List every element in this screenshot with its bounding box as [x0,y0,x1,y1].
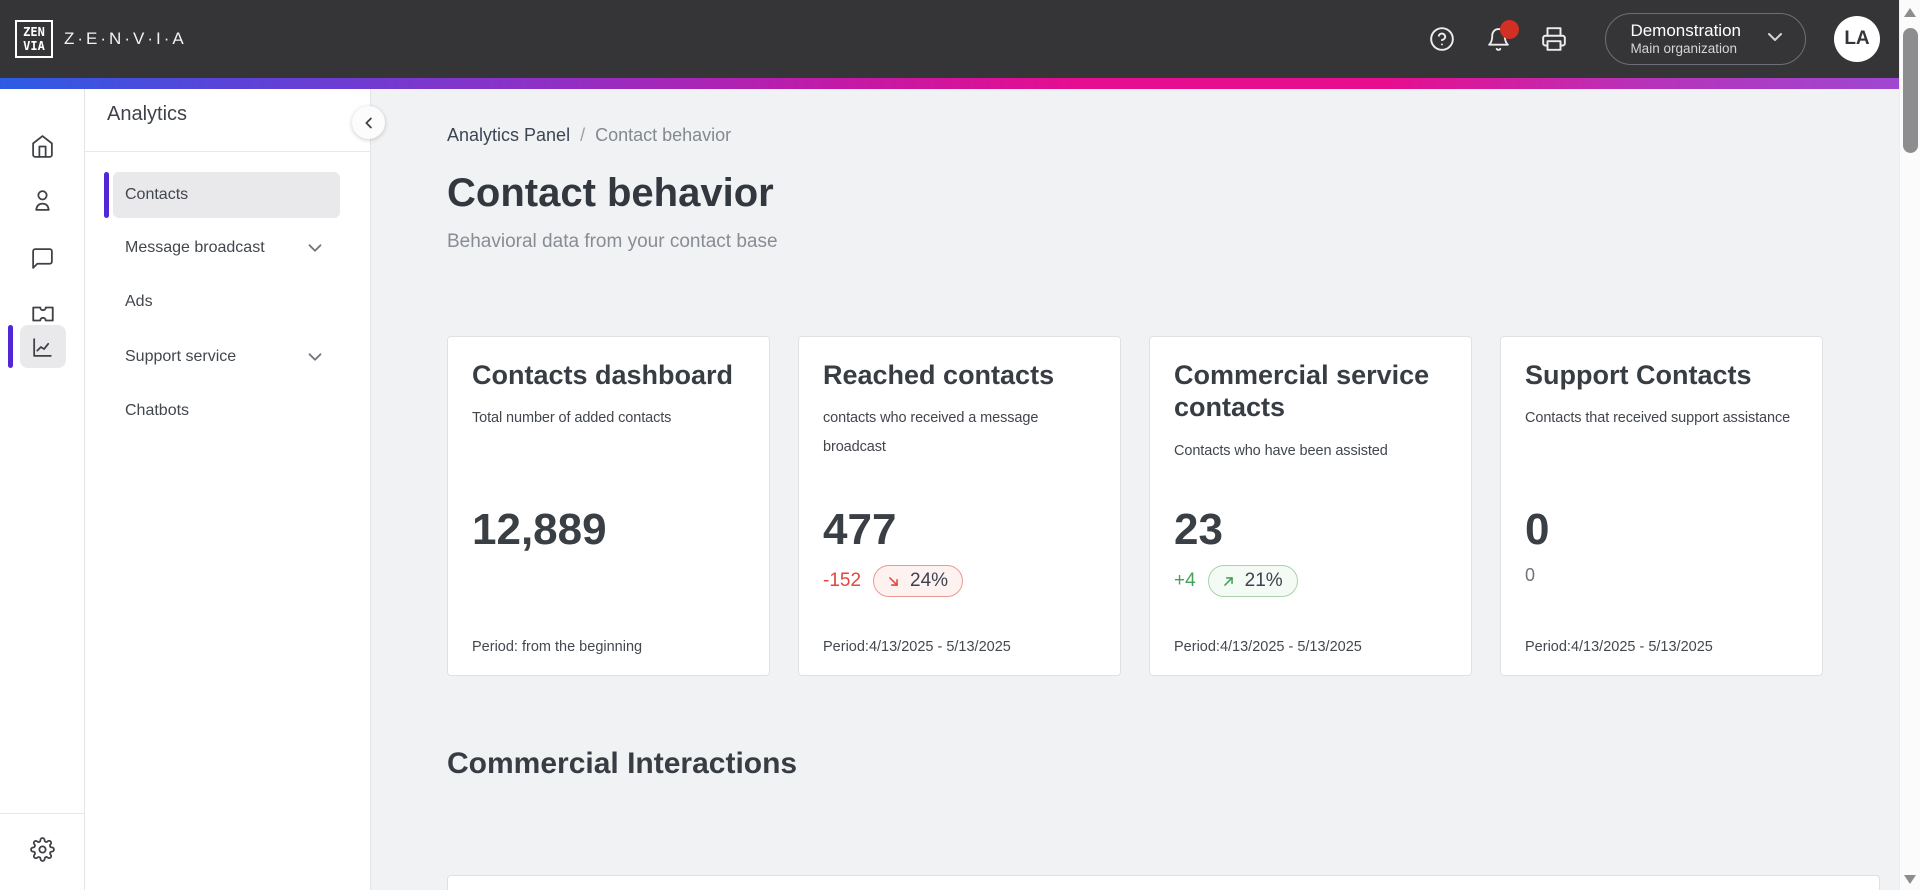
card-title: Support Contacts [1525,360,1752,390]
chevron-down-icon [304,237,326,259]
card-value: 23 [1174,505,1223,554]
conversations-icon [30,246,55,271]
card-support-contacts: Support Contacts Contacts that received … [1500,336,1823,676]
trend-down-icon [885,573,902,590]
print-icon[interactable] [1541,26,1567,52]
card-period: Period:4/13/2025 - 5/13/2025 [823,639,1011,655]
card-title: Commercial service contacts [1174,360,1430,423]
organization-selector[interactable]: Demonstration Main organization [1605,13,1806,65]
rail-item-contacts[interactable] [0,177,85,223]
sidebar-item-support-service[interactable]: Support service [113,334,340,380]
rail-item-analytics[interactable] [0,324,85,370]
breadcrumb-separator: / [580,125,586,145]
card-trend-row: +4 21% [1174,565,1298,597]
sidebar-item-label: Support service [125,348,237,365]
home-icon [30,134,55,159]
contacts-icon [30,188,55,213]
card-trend-row: 0 [1525,565,1535,586]
trend-up-icon [1220,573,1237,590]
zenvia-logo-text: Z·E·N·V·I·A [64,29,187,48]
sidebar-item-label: Contacts [125,186,189,203]
scrollbar-down-arrow[interactable] [1904,875,1916,884]
trend-badge: 21% [1207,565,1298,597]
active-rail-indicator [8,325,13,368]
breadcrumb: Analytics Panel / Contact behavior [447,125,731,146]
user-avatar[interactable]: LA [1834,16,1880,62]
settings-gear-icon [30,836,55,862]
chevron-down-icon [304,346,326,368]
delta-value: +4 [1174,570,1196,591]
sidebar-item-chatbots[interactable]: Chatbots [113,388,340,434]
scrollbar-up-arrow[interactable] [1904,8,1916,17]
scrollbar[interactable] [1899,0,1920,890]
ticket-icon [30,301,56,327]
analytics-sidebar: Analytics Contacts Message broadcast Ads… [85,89,371,890]
sidebar-divider [85,151,371,152]
chevron-left-icon [360,114,378,132]
card-description: Contacts who have been assisted [1174,442,1388,459]
page-subtitle: Behavioral data from your contact base [447,231,778,252]
breadcrumb-current: Contact behavior [595,125,732,145]
sidebar-item-label: Message broadcast [125,239,265,256]
brand-gradient-bar [0,78,1920,89]
card-period: Period:4/13/2025 - 5/13/2025 [1525,639,1713,655]
sidebar-item-message-broadcast[interactable]: Message broadcast [113,225,340,271]
help-icon[interactable] [1429,26,1455,52]
rail-divider [0,813,85,814]
rail-item-tickets[interactable] [0,291,85,337]
card-period: Period:4/13/2025 - 5/13/2025 [1174,639,1362,655]
metric-cards-row: Contacts dashboard Total number of added… [447,336,1823,676]
card-value: 477 [823,505,897,554]
breadcrumb-analytics-panel[interactable]: Analytics Panel [447,125,571,145]
svg-text:ZEN: ZEN [23,25,45,39]
card-contacts-dashboard: Contacts dashboard Total number of added… [447,336,770,676]
organization-name: Demonstration [1630,20,1741,40]
sidebar-collapse-button[interactable] [352,106,385,139]
organization-subtitle: Main organization [1630,41,1738,57]
active-rail-background [20,325,66,368]
section-heading-commercial-interactions: Commercial Interactions [447,747,798,780]
delta-value: 0 [1525,565,1536,585]
scrollbar-thumb[interactable] [1903,28,1918,153]
rail-item-home[interactable] [0,123,85,169]
zenvia-logo-icon: ZEN VIA [15,20,53,58]
card-period: Period: from the beginning [472,639,643,655]
bell-icon[interactable] [1485,20,1520,52]
trend-percent: 21% [1244,570,1283,591]
sidebar-item-contacts[interactable]: Contacts [113,172,340,218]
card-value: 0 [1525,505,1550,554]
card-trend-row: -152 24% [823,565,964,597]
delta-value: -152 [823,570,862,591]
card-description: Total number of added contacts [472,410,672,427]
card-commercial-service-contacts: Commercial service contacts Contacts who… [1149,336,1472,676]
card-value: 12,889 [472,505,607,554]
card-reached-contacts: Reached contacts contacts who received a… [798,336,1121,676]
page-title: Contact behavior [447,171,774,215]
sidebar-title: Analytics [107,103,188,125]
active-item-indicator [104,172,109,218]
commercial-interactions-card-partial [447,875,1880,890]
notification-badge [1500,20,1520,39]
card-title: Contacts dashboard [472,360,734,390]
top-header: ZEN VIA Z·E·N·V·I·A Dem [0,0,1920,78]
card-description: Contacts that received support assistanc… [1525,410,1791,427]
rail-item-settings[interactable] [0,826,85,872]
card-description: contacts who received a message broadcas… [823,410,1039,455]
zenvia-logo[interactable]: ZEN VIA Z·E·N·V·I·A [14,19,187,59]
analytics-chart-icon [30,335,55,360]
sidebar-item-ads[interactable]: Ads [113,279,340,325]
chevron-down-icon [1763,25,1787,54]
trend-badge: 24% [873,565,964,597]
rail-item-conversations[interactable] [0,235,85,281]
sidebar-item-label: Ads [125,293,153,310]
card-title: Reached contacts [823,360,1055,390]
main-content: Analytics Panel / Contact behavior Conta… [371,89,1920,890]
trend-percent: 24% [910,570,949,591]
svg-text:VIA: VIA [23,39,45,53]
sidebar-item-label: Chatbots [125,402,190,419]
icon-rail [0,89,85,890]
